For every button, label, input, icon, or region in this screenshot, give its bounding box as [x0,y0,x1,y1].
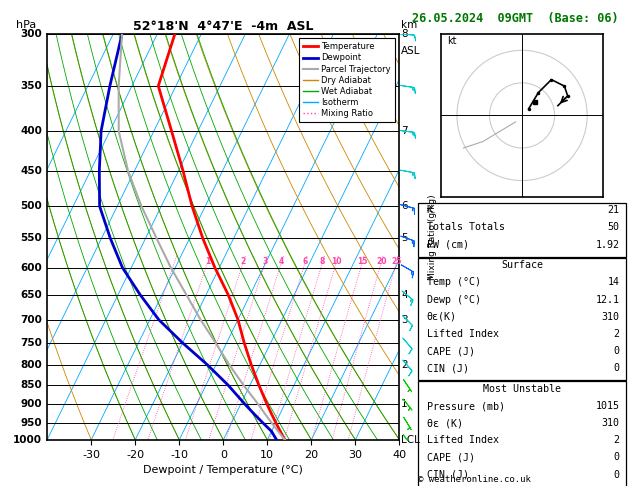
Text: CAPE (J): CAPE (J) [426,452,475,463]
Text: Surface: Surface [501,260,543,270]
Text: © weatheronline.co.uk: © weatheronline.co.uk [418,474,531,484]
Text: K: K [426,205,433,215]
Text: 1: 1 [401,399,408,409]
X-axis label: Dewpoint / Temperature (°C): Dewpoint / Temperature (°C) [143,465,303,475]
Text: θε(K): θε(K) [426,312,457,322]
Text: 7: 7 [401,126,408,136]
Text: 8: 8 [401,29,408,39]
Text: 1015: 1015 [596,401,620,411]
Text: 5: 5 [401,233,408,243]
Text: 6: 6 [303,258,308,266]
Text: 1.92: 1.92 [596,240,620,249]
Text: 750: 750 [20,338,42,348]
Text: 1: 1 [205,258,211,266]
Text: PW (cm): PW (cm) [426,240,469,249]
Text: 350: 350 [20,81,42,91]
Text: 2: 2 [401,360,408,370]
Text: Pressure (mb): Pressure (mb) [426,401,504,411]
Text: CIN (J): CIN (J) [426,363,469,373]
Text: 0: 0 [614,346,620,356]
Text: Lifted Index: Lifted Index [426,329,499,339]
Text: Temp (°C): Temp (°C) [426,278,481,287]
Text: 800: 800 [20,360,42,370]
Text: ASL: ASL [401,46,421,56]
Text: 0: 0 [614,469,620,480]
Text: Lifted Index: Lifted Index [426,435,499,445]
Text: 300: 300 [20,29,42,39]
Text: Most Unstable: Most Unstable [483,384,561,394]
Bar [418,203,626,257]
Bar [418,258,626,380]
Text: 26.05.2024  09GMT  (Base: 06): 26.05.2024 09GMT (Base: 06) [412,12,618,25]
Text: 400: 400 [20,126,42,136]
Text: 700: 700 [20,314,42,325]
Text: LCL: LCL [401,435,420,445]
Bar [418,382,626,486]
Text: 0: 0 [614,452,620,463]
Text: 15: 15 [357,258,367,266]
Text: 20: 20 [376,258,387,266]
Text: 500: 500 [20,201,42,211]
Text: hPa: hPa [16,20,36,30]
Text: 10: 10 [331,258,342,266]
Text: 850: 850 [20,380,42,390]
Text: 14: 14 [608,278,620,287]
Text: 650: 650 [20,290,42,300]
Text: 12.1: 12.1 [596,295,620,305]
Text: 2: 2 [614,329,620,339]
Text: 900: 900 [20,399,42,409]
Text: Totals Totals: Totals Totals [426,223,504,232]
Text: 6: 6 [401,201,408,211]
Text: 1000: 1000 [13,435,42,445]
Title: 52°18'N  4°47'E  -4m  ASL: 52°18'N 4°47'E -4m ASL [133,20,313,33]
Text: 3: 3 [263,258,268,266]
Text: kt: kt [447,36,457,46]
Text: 550: 550 [20,233,42,243]
Text: 21: 21 [608,205,620,215]
Text: 0: 0 [614,363,620,373]
Legend: Temperature, Dewpoint, Parcel Trajectory, Dry Adiabat, Wet Adiabat, Isotherm, Mi: Temperature, Dewpoint, Parcel Trajectory… [299,38,395,122]
Text: CIN (J): CIN (J) [426,469,469,480]
Text: 450: 450 [20,166,42,175]
Text: 4: 4 [279,258,284,266]
Text: 50: 50 [608,223,620,232]
Text: 2: 2 [614,435,620,445]
Text: km: km [401,20,418,30]
Text: 310: 310 [601,418,620,428]
Text: CAPE (J): CAPE (J) [426,346,475,356]
Text: 25: 25 [391,258,401,266]
Text: 600: 600 [20,262,42,273]
Text: 310: 310 [601,312,620,322]
Text: 2: 2 [241,258,246,266]
Text: 3: 3 [401,314,408,325]
Text: 4: 4 [401,290,408,300]
Text: 8: 8 [320,258,325,266]
Text: 950: 950 [20,417,42,428]
Text: Dewp (°C): Dewp (°C) [426,295,481,305]
Text: θε (K): θε (K) [426,418,462,428]
Text: Mixing Ratio (g/kg): Mixing Ratio (g/kg) [428,194,437,280]
